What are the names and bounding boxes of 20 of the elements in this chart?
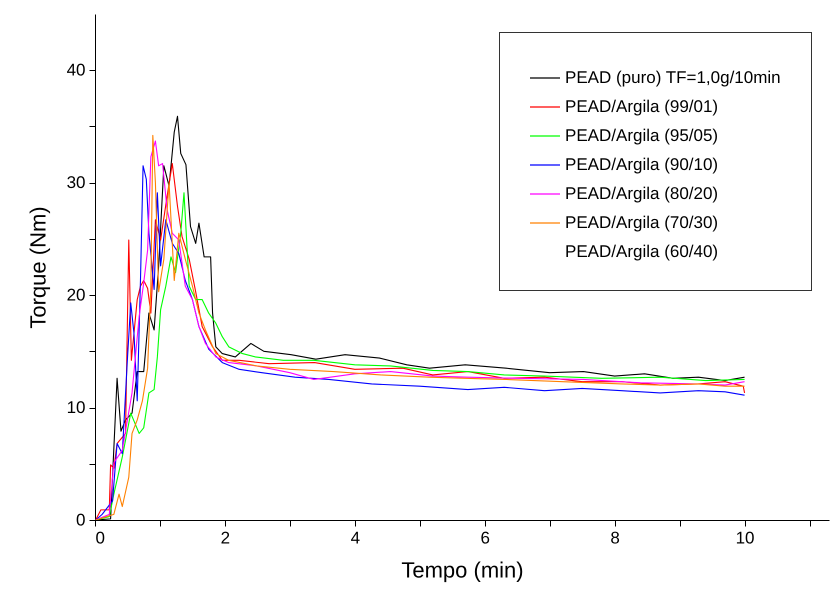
x-axis-title: Tempo (min) (401, 558, 524, 582)
x-tick-label: 2 (220, 528, 230, 548)
legend-label: PEAD/Argila (95/05) (565, 126, 718, 145)
legend-label: PEAD/Argila (99/01) (565, 97, 718, 116)
y-tick-label: 20 (66, 286, 86, 305)
x-tick-label: 4 (350, 528, 360, 548)
x-tick-label: 8 (610, 528, 620, 548)
legend-label: PEAD/Argila (80/20) (565, 184, 718, 203)
y-axis-title: Torque (Nm) (26, 206, 51, 329)
x-tick-label: 6 (480, 528, 490, 548)
legend-label: PEAD/Argila (70/30) (565, 213, 718, 232)
y-tick-label: 30 (66, 173, 86, 192)
y-tick-label: 40 (66, 60, 86, 80)
text: PEAD/Argila (60/40) (565, 242, 718, 261)
legend-label: PEAD (puro) TF=1,0g/10min (565, 68, 781, 87)
x-tick-label: 0 (96, 528, 105, 548)
legend-label: PEAD/Argila (90/10) (565, 155, 718, 174)
y-tick-label: 10 (66, 398, 86, 418)
y-tick-label: 0 (76, 510, 86, 530)
x-tick-label: 10 (736, 528, 755, 548)
